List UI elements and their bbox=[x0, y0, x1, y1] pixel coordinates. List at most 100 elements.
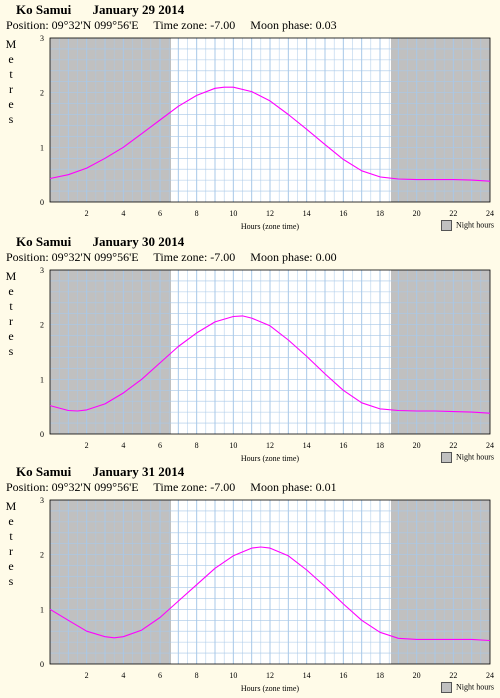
night-hours-legend: Night hours bbox=[441, 682, 494, 693]
location-name: Ko Samui bbox=[16, 464, 72, 479]
x-axis-label: Hours (zone time) bbox=[241, 222, 300, 231]
position-text: Position: 09°32'N 099°56'E bbox=[6, 18, 139, 32]
panel-date: January 31 2014 bbox=[92, 464, 185, 479]
y-tick-label: 2 bbox=[40, 551, 44, 560]
moon-phase-text: Moon phase: 0.01 bbox=[250, 480, 337, 494]
x-tick-label: 24 bbox=[486, 441, 494, 450]
x-tick-label: 12 bbox=[266, 209, 274, 218]
legend-label: Night hours bbox=[456, 452, 494, 462]
y-axis-label-letter: e bbox=[8, 559, 14, 573]
y-axis-label-letter: t bbox=[9, 67, 13, 81]
x-tick-label: 16 bbox=[339, 209, 347, 218]
y-tick-label: 3 bbox=[40, 496, 44, 505]
tide-height-line bbox=[49, 546, 491, 642]
timezone-text: Time zone: -7.00 bbox=[153, 250, 236, 264]
x-tick-label: 16 bbox=[339, 441, 347, 450]
legend-label: Night hours bbox=[456, 220, 494, 230]
tide-panel: Ko Samui January 31 2014 Position: 09°32… bbox=[0, 464, 500, 696]
panel-info: Position: 09°32'N 099°56'E Time zone: -7… bbox=[6, 480, 349, 495]
panel-title: Ko Samui January 29 2014 bbox=[16, 2, 184, 18]
x-tick-label: 24 bbox=[486, 671, 494, 680]
y-tick-label: 0 bbox=[40, 430, 44, 439]
y-axis-label-letter: M bbox=[5, 499, 17, 513]
y-axis-label-letter: s bbox=[8, 574, 14, 588]
x-tick-label: 10 bbox=[229, 441, 237, 450]
y-axis-label-letter: t bbox=[9, 299, 13, 313]
tide-height-line bbox=[49, 315, 491, 414]
x-tick-label: 4 bbox=[121, 441, 125, 450]
y-axis-label-letter: s bbox=[8, 344, 14, 358]
y-tick-label: 2 bbox=[40, 321, 44, 330]
tide-panel: Ko Samui January 30 2014 Position: 09°32… bbox=[0, 234, 500, 466]
x-tick-label: 4 bbox=[121, 209, 125, 218]
night-hours-swatch bbox=[441, 452, 452, 463]
y-axis-label-letter: r bbox=[9, 314, 13, 328]
x-tick-label: 20 bbox=[413, 209, 421, 218]
x-tick-label: 22 bbox=[449, 441, 457, 450]
y-axis-label-letter: M bbox=[5, 269, 17, 283]
y-tick-label: 1 bbox=[40, 143, 44, 152]
tide-height-line bbox=[49, 86, 491, 182]
x-tick-label: 12 bbox=[266, 441, 274, 450]
x-tick-label: 2 bbox=[85, 671, 89, 680]
panel-title: Ko Samui January 30 2014 bbox=[16, 234, 184, 250]
y-axis-label-letter: e bbox=[8, 514, 14, 528]
x-tick-label: 20 bbox=[413, 441, 421, 450]
x-tick-label: 6 bbox=[158, 441, 162, 450]
x-tick-label: 16 bbox=[339, 671, 347, 680]
x-tick-label: 22 bbox=[449, 671, 457, 680]
x-tick-label: 14 bbox=[303, 671, 311, 680]
x-tick-label: 14 bbox=[303, 441, 311, 450]
y-tick-label: 3 bbox=[40, 34, 44, 43]
y-tick-label: 0 bbox=[40, 198, 44, 207]
y-tick-label: 1 bbox=[40, 605, 44, 614]
tide-panel: Ko Samui January 29 2014 Position: 09°32… bbox=[0, 2, 500, 234]
y-tick-label: 3 bbox=[40, 266, 44, 275]
timezone-text: Time zone: -7.00 bbox=[153, 480, 236, 494]
position-text: Position: 09°32'N 099°56'E bbox=[6, 250, 139, 264]
x-tick-label: 24 bbox=[486, 209, 494, 218]
night-hours-legend: Night hours bbox=[441, 452, 494, 463]
location-name: Ko Samui bbox=[16, 2, 72, 17]
x-tick-label: 2 bbox=[85, 441, 89, 450]
x-tick-label: 2 bbox=[85, 209, 89, 218]
x-tick-label: 20 bbox=[413, 671, 421, 680]
x-tick-label: 14 bbox=[303, 209, 311, 218]
x-axis-label: Hours (zone time) bbox=[241, 454, 300, 463]
panel-title: Ko Samui January 31 2014 bbox=[16, 464, 184, 480]
plot-frame bbox=[49, 269, 491, 435]
y-axis-label-letter: r bbox=[9, 82, 13, 96]
y-axis-label-letter: e bbox=[8, 284, 14, 298]
y-tick-label: 0 bbox=[40, 660, 44, 669]
x-tick-label: 10 bbox=[229, 671, 237, 680]
night-hours-band bbox=[391, 38, 490, 202]
x-tick-label: 18 bbox=[376, 671, 384, 680]
y-axis-label-letter: M bbox=[5, 37, 17, 51]
y-axis-label-letter: t bbox=[9, 529, 13, 543]
y-axis-label-letter: e bbox=[8, 52, 14, 66]
timezone-text: Time zone: -7.00 bbox=[153, 18, 236, 32]
x-tick-label: 18 bbox=[376, 441, 384, 450]
panel-date: January 30 2014 bbox=[92, 234, 185, 249]
location-name: Ko Samui bbox=[16, 234, 72, 249]
plot-frame bbox=[49, 499, 491, 665]
y-axis-label-letter: e bbox=[8, 329, 14, 343]
x-tick-label: 12 bbox=[266, 671, 274, 680]
y-axis-label-letter: e bbox=[8, 97, 14, 111]
x-tick-label: 18 bbox=[376, 209, 384, 218]
x-axis-label: Hours (zone time) bbox=[241, 684, 300, 693]
position-text: Position: 09°32'N 099°56'E bbox=[6, 480, 139, 494]
night-hours-legend: Night hours bbox=[441, 220, 494, 231]
x-tick-label: 22 bbox=[449, 209, 457, 218]
x-tick-label: 4 bbox=[121, 671, 125, 680]
panel-info: Position: 09°32'N 099°56'E Time zone: -7… bbox=[6, 250, 349, 265]
night-hours-swatch bbox=[441, 682, 452, 693]
x-tick-label: 8 bbox=[195, 441, 199, 450]
plot-frame bbox=[49, 37, 491, 203]
